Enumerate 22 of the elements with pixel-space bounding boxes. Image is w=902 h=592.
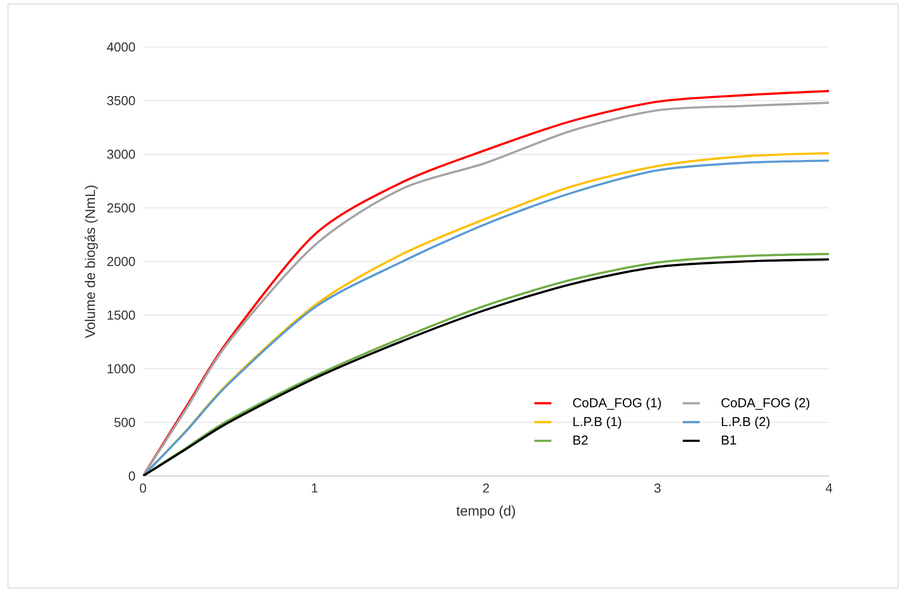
y-tick-label: 3000 <box>107 150 135 159</box>
legend-label: L.P.B (1) <box>574 416 622 429</box>
x-tick-label: 2 <box>483 484 489 493</box>
legend-label: B1 <box>722 436 736 445</box>
y-tick-label: 3500 <box>107 96 135 106</box>
x-tick-label: 1 <box>312 484 318 492</box>
legend-label: CoDA_FOG (2) <box>722 398 810 410</box>
legend-label: CoDA_FOG (1) <box>573 398 661 410</box>
y-tick-label: 2500 <box>107 203 135 212</box>
y-tick-label: 1000 <box>108 364 135 374</box>
y-tick-label: 4000 <box>106 42 135 52</box>
x-tick-label: 0 <box>140 484 146 493</box>
x-tick-label: 3 <box>654 484 661 493</box>
y-tick-label: 0 <box>128 471 135 481</box>
y-tick-label: 2000 <box>107 256 135 266</box>
x-tick-label: 4 <box>826 484 832 492</box>
legend-label: B2 <box>574 436 588 445</box>
y-tick-label: 1500 <box>108 310 135 320</box>
y-tick-label: 500 <box>114 418 135 427</box>
legend-label: L.P.B (2) <box>722 416 770 429</box>
x-axis-title: tempo (d) <box>456 506 515 519</box>
y-axis-title: Volume de biogás (NmL) <box>84 186 98 338</box>
